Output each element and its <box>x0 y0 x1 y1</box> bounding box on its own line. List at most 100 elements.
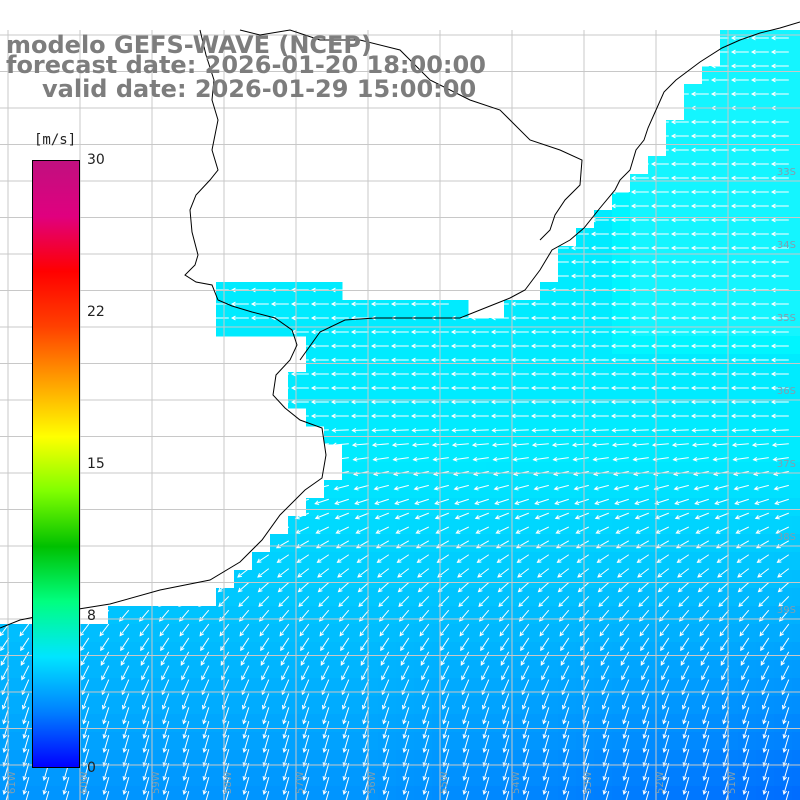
wind-arrowhead <box>618 602 624 608</box>
wind-arrowhead <box>542 761 548 768</box>
wind-cell <box>684 516 703 535</box>
wind-cell <box>288 696 307 715</box>
wind-arrowhead <box>190 301 196 307</box>
wind-arrow <box>523 707 530 724</box>
wind-cell <box>324 786 343 800</box>
wind-cell <box>576 516 595 535</box>
wind-arrow <box>514 484 529 490</box>
wind-arrow <box>558 582 570 593</box>
wind-arrowhead <box>330 329 336 335</box>
wind-arrow <box>717 568 730 578</box>
wind-arrow <box>340 651 350 666</box>
wind-arrowhead <box>579 631 585 637</box>
wind-arrow <box>777 554 790 563</box>
wind-arrowhead <box>741 675 746 681</box>
wind-arrowhead <box>670 301 676 307</box>
wind-arrow <box>443 721 450 739</box>
wind-arrow <box>698 595 710 607</box>
wind-arrowhead <box>722 733 728 740</box>
wind-arrow <box>413 457 429 461</box>
wind-arrow <box>395 498 409 505</box>
wind-arrowhead <box>278 616 284 622</box>
wind-arrowhead <box>482 775 488 782</box>
wind-arrowhead <box>277 587 283 593</box>
wind-arrowhead <box>422 747 428 754</box>
wind-cell <box>630 660 649 679</box>
wind-cell <box>396 390 415 409</box>
wind-cell <box>756 408 775 427</box>
wind-cell <box>522 678 541 697</box>
wind-arrow <box>737 554 750 563</box>
wind-cell <box>576 660 595 679</box>
wind-cell <box>648 192 667 211</box>
wind-arrowhead <box>754 500 760 505</box>
wind-arrowhead <box>334 500 340 505</box>
wind-cell <box>594 480 613 499</box>
wind-cell <box>684 588 703 607</box>
wind-cell <box>540 408 559 427</box>
wind-arrow <box>243 763 250 781</box>
wind-arrowhead <box>682 775 688 782</box>
wind-arrow <box>663 749 670 767</box>
wind-cell <box>360 534 379 553</box>
wind-arrow <box>241 665 250 680</box>
wind-arrowhead <box>718 602 724 608</box>
wind-arrowhead <box>373 485 379 491</box>
wind-cell <box>252 588 271 607</box>
wind-arrow <box>243 721 250 739</box>
wind-arrowhead <box>678 616 684 622</box>
wind-cell <box>684 462 703 481</box>
wind-cell <box>702 84 721 103</box>
wind-arrow <box>283 707 290 724</box>
wind-arrowhead <box>750 399 756 405</box>
wind-arrowhead <box>770 315 776 321</box>
wind-arrowhead <box>757 573 762 578</box>
wind-arrowhead <box>613 485 619 491</box>
wind-cell <box>684 390 703 409</box>
wind-arrow <box>497 568 510 578</box>
wind-arrowhead <box>142 747 148 754</box>
wind-cell <box>378 444 397 463</box>
wind-cell <box>450 462 469 481</box>
wind-cell <box>486 786 505 800</box>
wind-cell <box>594 246 613 265</box>
wind-arrowhead <box>554 500 560 505</box>
wind-cell <box>540 480 559 499</box>
wind-arrow <box>239 623 250 636</box>
wind-arrowhead <box>710 161 716 167</box>
wind-arrow <box>516 526 530 534</box>
wind-arrowhead <box>640 660 645 666</box>
wind-arrowhead <box>413 485 419 491</box>
wind-arrowhead <box>690 217 696 223</box>
wind-arrow <box>736 526 750 534</box>
wind-arrow <box>643 777 650 795</box>
wind-cell <box>612 588 631 607</box>
wind-cell <box>756 444 775 463</box>
wind-arrow <box>757 568 770 578</box>
wind-cell <box>486 462 505 481</box>
wind-arrowhead <box>182 747 188 754</box>
wind-arrow <box>734 484 749 490</box>
wind-arrow <box>615 498 629 505</box>
wind-arrow <box>317 554 330 563</box>
wind-arrow <box>374 484 389 490</box>
wind-arrowhead <box>270 273 276 279</box>
wind-arrowhead <box>722 719 727 725</box>
wind-cell <box>720 246 739 265</box>
wind-cell <box>180 750 199 769</box>
wind-arrowhead <box>290 315 296 321</box>
wind-arrow <box>483 707 490 724</box>
wind-arrowhead <box>320 646 325 652</box>
wind-arrowhead <box>742 789 748 796</box>
wind-arrowhead <box>596 558 602 563</box>
wind-arrowhead <box>630 357 636 363</box>
wind-arrowhead <box>102 747 108 754</box>
wind-cell <box>360 300 379 319</box>
model-title: modelo GEFS-WAVE (NCEP) <box>6 31 372 59</box>
wind-arrowhead <box>276 558 282 563</box>
wind-arrow <box>163 763 170 781</box>
wind-cell <box>684 534 703 553</box>
wind-arrowhead <box>580 646 585 652</box>
wind-arrow <box>358 582 370 593</box>
